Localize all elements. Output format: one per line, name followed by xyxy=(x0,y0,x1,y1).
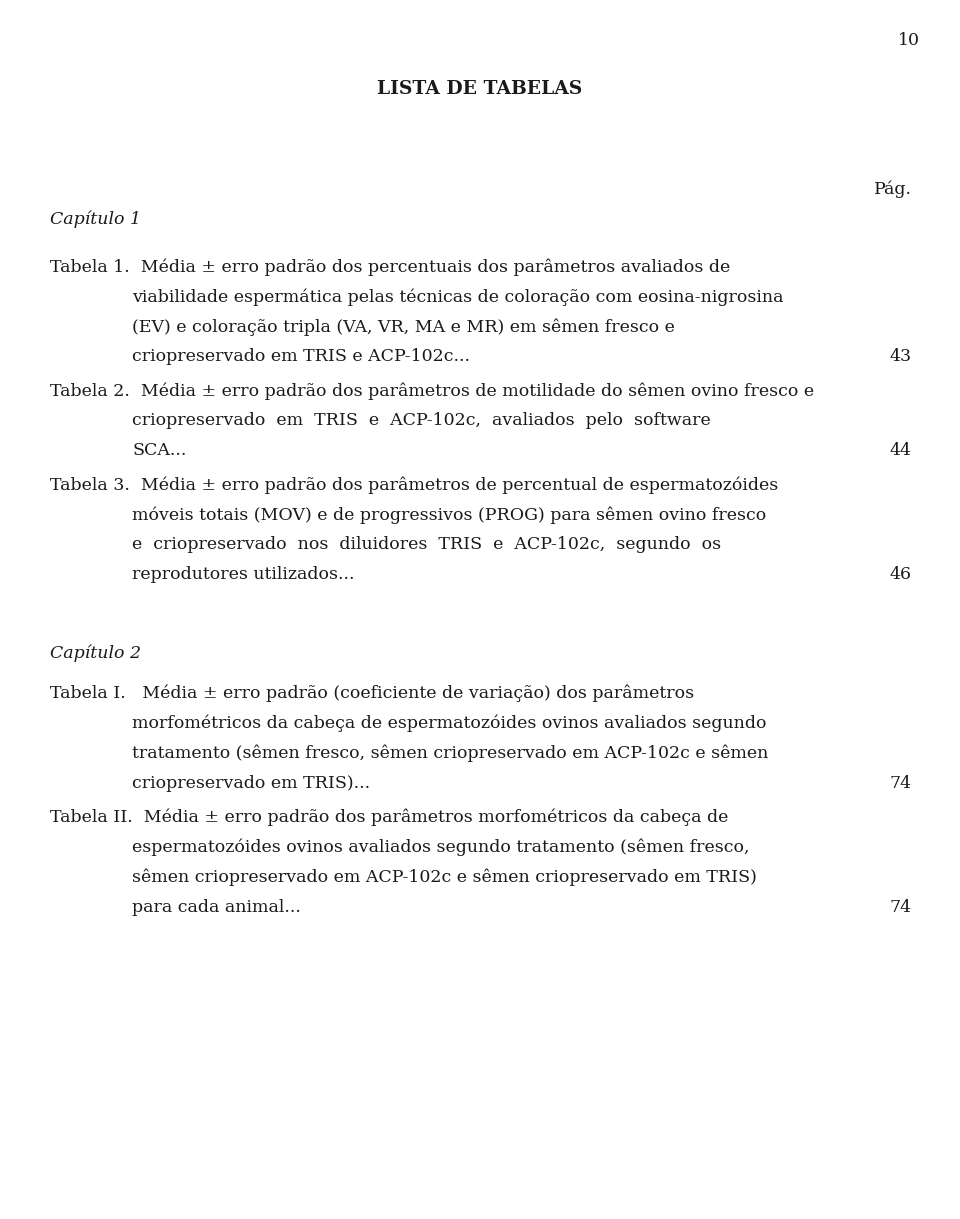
Text: Tabela II.  Média ± erro padrão dos parâmetros morfométricos da cabeça de: Tabela II. Média ± erro padrão dos parâm… xyxy=(50,809,729,826)
Text: LISTA DE TABELAS: LISTA DE TABELAS xyxy=(377,80,583,98)
Text: Capítulo 1: Capítulo 1 xyxy=(50,210,141,228)
Text: 10: 10 xyxy=(898,32,920,49)
Text: viabilidade espermática pelas técnicas de coloração com eosina-nigrosina: viabilidade espermática pelas técnicas d… xyxy=(132,288,783,306)
Text: Pág.: Pág. xyxy=(874,180,912,197)
Text: 74: 74 xyxy=(890,775,912,792)
Text: para cada animal...: para cada animal... xyxy=(132,898,300,915)
Text: Tabela 3.  Média ± erro padrão dos parâmetros de percentual de espermatozóides: Tabela 3. Média ± erro padrão dos parâme… xyxy=(50,475,779,494)
Text: sêmen criopreservado em ACP-102c e sêmen criopreservado em TRIS): sêmen criopreservado em ACP-102c e sêmen… xyxy=(132,869,756,886)
Text: tratamento (sêmen fresco, sêmen criopreservado em ACP-102c e sêmen: tratamento (sêmen fresco, sêmen criopres… xyxy=(132,745,768,763)
Text: 74: 74 xyxy=(890,898,912,915)
Text: 44: 44 xyxy=(890,442,912,460)
Text: 43: 43 xyxy=(890,347,912,364)
Text: Tabela I.   Média ± erro padrão (coeficiente de variação) dos parâmetros: Tabela I. Média ± erro padrão (coeficien… xyxy=(50,685,694,702)
Text: criopreservado em TRIS e ACP-102c...: criopreservado em TRIS e ACP-102c... xyxy=(132,347,470,364)
Text: criopreservado  em  TRIS  e  ACP-102c,  avaliados  pelo  software: criopreservado em TRIS e ACP-102c, avali… xyxy=(132,412,710,429)
Text: Tabela 2.  Média ± erro padrão dos parâmetros de motilidade do sêmen ovino fresc: Tabela 2. Média ± erro padrão dos parâme… xyxy=(50,382,814,400)
Text: 46: 46 xyxy=(890,566,912,583)
Text: Tabela 1.  Média ± erro padrão dos percentuais dos parâmetros avaliados de: Tabela 1. Média ± erro padrão dos percen… xyxy=(50,258,731,275)
Text: morfométricos da cabeça de espermatozóides ovinos avaliados segundo: morfométricos da cabeça de espermatozóid… xyxy=(132,716,766,733)
Text: reprodutores utilizados...: reprodutores utilizados... xyxy=(132,566,354,583)
Text: espermatozóides ovinos avaliados segundo tratamento (sêmen fresco,: espermatozóides ovinos avaliados segundo… xyxy=(132,839,750,857)
Text: criopreservado em TRIS)...: criopreservado em TRIS)... xyxy=(132,775,371,792)
Text: e  criopreservado  nos  diluidores  TRIS  e  ACP-102c,  segundo  os: e criopreservado nos diluidores TRIS e A… xyxy=(132,536,721,553)
Text: SCA...: SCA... xyxy=(132,442,186,460)
Text: (EV) e coloração tripla (VA, VR, MA e MR) em sêmen fresco e: (EV) e coloração tripla (VA, VR, MA e MR… xyxy=(132,318,675,335)
Text: Capítulo 2: Capítulo 2 xyxy=(50,645,141,662)
Text: móveis totais (MOV) e de progressivos (PROG) para sêmen ovino fresco: móveis totais (MOV) e de progressivos (P… xyxy=(132,506,766,523)
